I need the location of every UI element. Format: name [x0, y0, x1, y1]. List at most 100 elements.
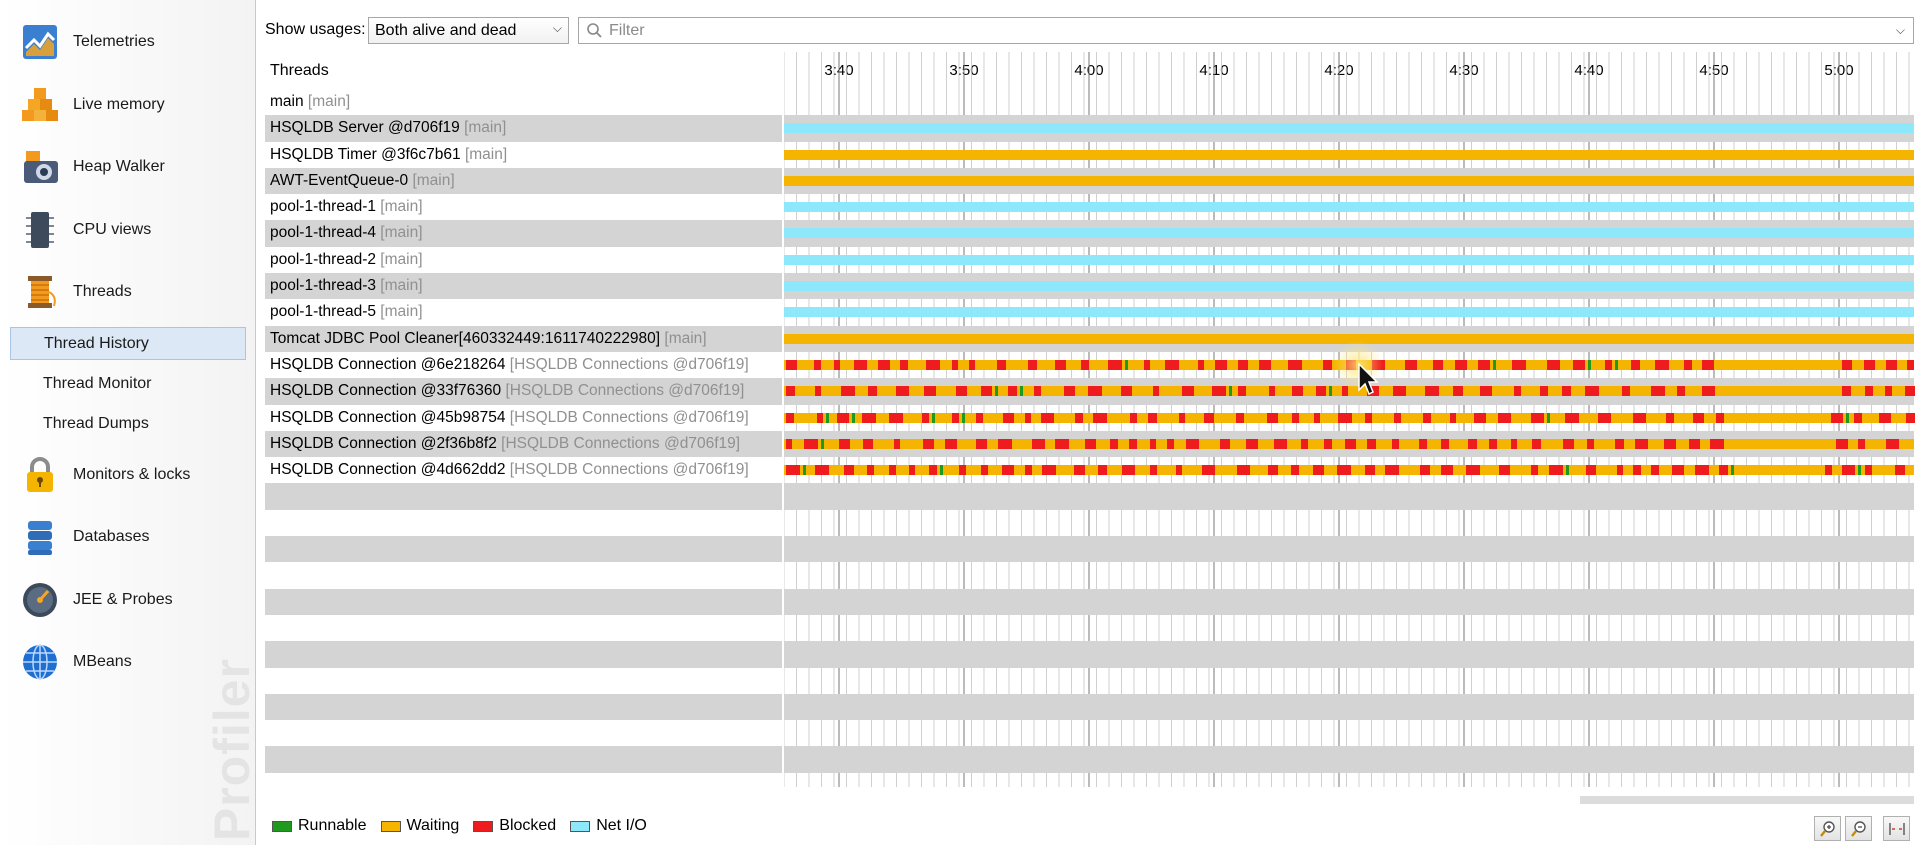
- legend-label: Runnable: [298, 817, 367, 834]
- thread-row[interactable]: Tomcat JDBC Pool Cleaner[460332449:16117…: [265, 325, 1914, 352]
- thread-row[interactable]: HSQLDB Server @d706f19 [main]: [265, 115, 1914, 142]
- thread-row[interactable]: HSQLDB Connection @6e218264 [HSQLDB Conn…: [265, 352, 1914, 378]
- sidebar-sub-item-thread-dumps[interactable]: Thread Dumps: [10, 407, 246, 440]
- blocked-state-segment: [1267, 412, 1278, 423]
- sidebar-item-heap-walker[interactable]: Heap Walker: [0, 137, 256, 197]
- chevron-down-icon[interactable]: ⌵: [1895, 23, 1905, 37]
- blocked-state-segment: [1238, 359, 1248, 370]
- legend-item: Blocked: [473, 817, 556, 835]
- show-usages-dropdown[interactable]: Both alive and dead ⌵: [368, 17, 569, 44]
- thread-timeline-cell: [784, 536, 1914, 563]
- sidebar-item-label: CPU views: [73, 221, 152, 238]
- blocked-state-segment: [1314, 412, 1320, 423]
- blocked-state-segment: [1176, 465, 1182, 476]
- sidebar-item-mbeans[interactable]: MBeans: [0, 632, 256, 692]
- thread-row[interactable]: pool-1-thread-4 [main]: [265, 220, 1914, 247]
- zoom-in-icon: [1819, 820, 1835, 837]
- thread-name-cell: [265, 720, 782, 746]
- runnable-state-segment: [1329, 386, 1332, 397]
- sidebar-item-monitors-locks[interactable]: Monitors & locks: [0, 445, 256, 505]
- thread-row[interactable]: HSQLDB Connection @4d662dd2 [HSQLDB Conn…: [265, 457, 1914, 483]
- blocked-state-segment: [1689, 438, 1700, 449]
- blocked-state-segment: [1301, 438, 1308, 449]
- empty-row: [265, 641, 1914, 668]
- blocked-state-segment: [969, 359, 975, 370]
- blocked-state-segment: [959, 465, 966, 476]
- thread-row[interactable]: pool-1-thread-1 [main]: [265, 194, 1914, 220]
- thread-timeline-cell: [784, 352, 1914, 378]
- thread-name-cell: [265, 693, 782, 721]
- thread-group: [main]: [380, 224, 423, 242]
- blocked-state-segment: [1346, 359, 1356, 370]
- blocked-state-segment: [1121, 386, 1132, 397]
- blocked-state-segment: [1666, 412, 1674, 423]
- waiting-state-bar: [784, 333, 1914, 344]
- sidebar-item-cpu-views[interactable]: CPU views: [0, 200, 256, 260]
- sidebar-item-live-memory[interactable]: Live memory: [0, 75, 256, 135]
- blocked-state-segment: [1179, 412, 1185, 423]
- thread-name-cell: HSQLDB Connection @4d662dd2 [HSQLDB Conn…: [265, 457, 782, 483]
- threads-column-header[interactable]: Threads: [270, 62, 329, 79]
- thread-group: [main]: [664, 329, 707, 347]
- blocked-state-segment: [1499, 465, 1510, 476]
- blocked-state-segment: [1237, 465, 1250, 476]
- sidebar-item-databases[interactable]: Databases: [0, 507, 256, 567]
- thread-name: pool-1-thread-3: [270, 277, 376, 295]
- blocked-state-segment: [1651, 465, 1659, 476]
- thread-timeline-cell: [784, 247, 1914, 273]
- thread-row[interactable]: HSQLDB Timer @3f6c7b61 [main]: [265, 142, 1914, 168]
- blocked-state-segment: [1885, 386, 1892, 397]
- blocked-state-segment: [1259, 359, 1271, 370]
- thread-row[interactable]: pool-1-thread-3 [main]: [265, 273, 1914, 300]
- thread-row[interactable]: AWT-EventQueue-0 [main]: [265, 167, 1914, 195]
- blocked-state-segment: [896, 386, 909, 397]
- zoom-in-button[interactable]: [1814, 816, 1841, 841]
- sidebar-sub-item-thread-history[interactable]: Thread History: [10, 327, 246, 360]
- zoom-out-button[interactable]: [1845, 816, 1872, 841]
- blocked-state-segment: [1042, 465, 1056, 476]
- waiting-state-bar: [784, 175, 1914, 186]
- thread-row[interactable]: HSQLDB Connection @2f36b8f2 [HSQLDB Conn…: [265, 430, 1914, 458]
- blocked-state-segment: [1865, 465, 1872, 476]
- blocked-state-segment: [1450, 412, 1456, 423]
- thread-row[interactable]: pool-1-thread-2 [main]: [265, 247, 1914, 273]
- horizontal-scrollbar[interactable]: [1580, 796, 1914, 804]
- thread-row[interactable]: HSQLDB Connection @45b98754 [HSQLDB Conn…: [265, 405, 1915, 431]
- blocked-state-segment: [922, 412, 929, 423]
- blocked-state-segment: [844, 465, 854, 476]
- thread-timeline-cell: [784, 562, 1914, 588]
- blocked-state-segment: [1474, 412, 1486, 423]
- blocked-state-segment: [1313, 465, 1324, 476]
- runnable-state-segment: [821, 438, 824, 449]
- thread-group: [main]: [464, 119, 507, 137]
- sidebar-sub-item-thread-monitor[interactable]: Thread Monitor: [10, 367, 246, 400]
- blocked-state-segment: [1455, 359, 1467, 370]
- netio-state-bar: [784, 228, 1914, 239]
- timeline-tick-label: 4:10: [1199, 62, 1229, 79]
- blocked-state-segment: [1074, 465, 1085, 476]
- blocked-state-segment: [976, 412, 983, 423]
- blocked-state-segment: [1702, 359, 1714, 370]
- blocked-state-segment: [952, 412, 959, 423]
- blocked-state-segment: [1842, 359, 1852, 370]
- blocked-state-segment: [1565, 412, 1579, 423]
- empty-row: [265, 536, 1914, 563]
- blocked-state-segment: [997, 359, 1006, 370]
- blocked-state-segment: [956, 386, 967, 397]
- thread-row[interactable]: main [main]: [265, 89, 1914, 115]
- sidebar-item-jee-probes[interactable]: JEE & Probes: [0, 570, 256, 630]
- sidebar-sub-item-label: Thread History: [44, 334, 149, 352]
- blocked-state-segment: [867, 465, 874, 476]
- blocked-state-segment: [1633, 465, 1641, 476]
- legend-item: Net I/O: [570, 817, 647, 835]
- legend-swatch: [272, 820, 292, 832]
- blocked-state-segment: [1635, 438, 1648, 449]
- thread-row[interactable]: HSQLDB Connection @33f76360 [HSQLDB Conn…: [265, 378, 1915, 405]
- blocked-state-segment: [837, 412, 849, 423]
- blocked-state-segment: [1055, 438, 1069, 449]
- filter-input[interactable]: Filter ⌵: [578, 17, 1914, 44]
- sidebar-item-threads[interactable]: Threads: [0, 262, 256, 322]
- fit-to-window-button[interactable]: [1883, 816, 1910, 841]
- sidebar-item-telemetries[interactable]: Telemetries: [0, 12, 256, 72]
- thread-row[interactable]: pool-1-thread-5 [main]: [265, 299, 1914, 325]
